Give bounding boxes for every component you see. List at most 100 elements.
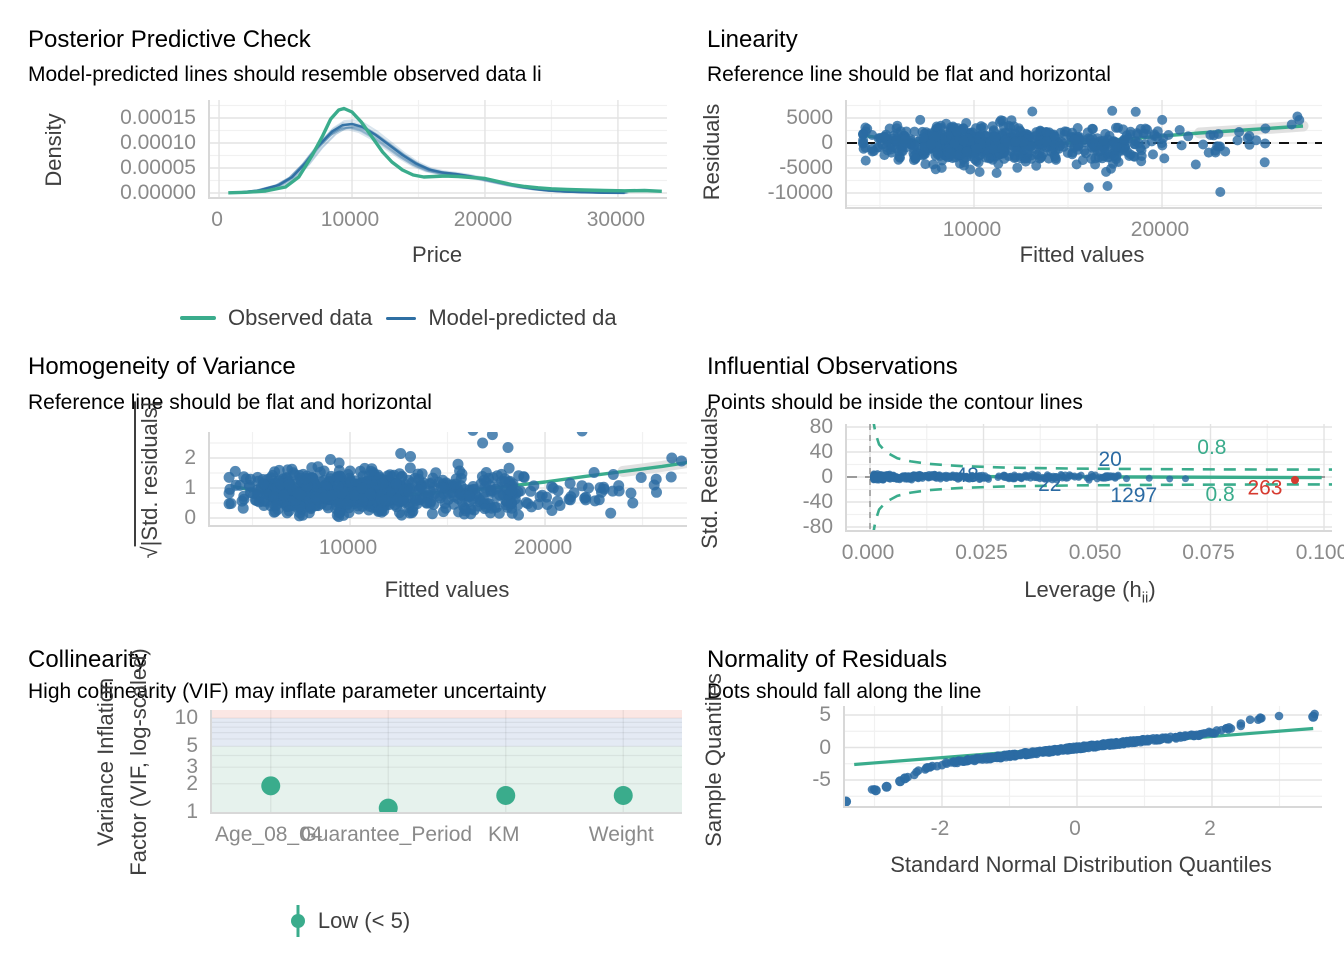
- x-axis-label: Price: [411, 242, 463, 267]
- legend-item-observed: Observed data: [180, 305, 372, 331]
- point-annotation: 0.8: [1197, 436, 1226, 459]
- data-point: [1077, 471, 1085, 479]
- panel-title: Homogeneity of Variance: [28, 353, 296, 380]
- tick-label: 0.000: [841, 541, 895, 564]
- point-annotation: 1297: [1110, 484, 1157, 507]
- panel-title: Posterior Predictive Check: [28, 26, 311, 53]
- data-point: [1083, 182, 1094, 193]
- point-annotation: 263: [1247, 477, 1282, 500]
- data-point: [974, 167, 985, 177]
- data-point: [1145, 474, 1153, 482]
- data-point: [845, 796, 852, 806]
- cook-contour-upper: [872, 424, 1332, 471]
- tick-label: 0.00005: [120, 156, 196, 179]
- vif-plot: [210, 710, 682, 814]
- tick-label: 0.100: [1295, 541, 1344, 564]
- panel-subtitle: Model-predicted lines should resemble ob…: [28, 63, 542, 86]
- data-point: [1286, 119, 1297, 130]
- data-point: [1291, 476, 1299, 484]
- data-point: [395, 448, 407, 459]
- tick-label: 0.075: [1182, 541, 1235, 564]
- model-predicted-curve: [236, 123, 623, 194]
- x-axis-label: Fitted values: [384, 577, 510, 602]
- tick-label: KM: [488, 823, 520, 846]
- data-point: [1130, 106, 1141, 117]
- scatter-points: [858, 114, 1271, 177]
- tick-label: 0: [211, 208, 223, 231]
- legend-label: Model-predicted da: [428, 305, 617, 330]
- point-annotation: 48: [955, 464, 978, 487]
- panel-title: Collinearity: [28, 646, 147, 673]
- tick-label: 0: [1069, 817, 1081, 840]
- x-axis-label: Leverage (hii): [1024, 577, 1155, 606]
- tick-label: 5: [819, 703, 831, 726]
- panel-subtitle: Dots should fall along the line: [707, 680, 982, 703]
- model-predicted-curve: [237, 126, 623, 194]
- x-axis-label-text: ): [1148, 577, 1156, 602]
- legend-item-low-vif: Low (< 5): [290, 902, 410, 940]
- gridlines: [210, 100, 667, 197]
- tick-label: 0.00000: [120, 181, 196, 204]
- tick-label: 0.025: [955, 541, 1008, 564]
- data-point: [1050, 474, 1058, 482]
- observed-line-swatch: [180, 316, 216, 320]
- vif-point: [378, 798, 398, 812]
- tick-label: Age_08_04: [215, 823, 323, 846]
- data-point: [899, 773, 910, 784]
- point-annotation: 20: [1098, 448, 1121, 471]
- tick-label: 1: [186, 800, 198, 823]
- data-point: [1215, 187, 1226, 197]
- tick-label: 20000: [1130, 218, 1190, 241]
- tick-label: 20000: [453, 208, 513, 231]
- data-point: [607, 469, 619, 480]
- qq-points: [867, 709, 1319, 794]
- tick-label: 0.00015: [120, 106, 196, 129]
- tick-label: -2: [930, 817, 950, 840]
- model-predicted-curve: [239, 125, 625, 194]
- vif-point: [496, 785, 516, 805]
- x-axis-label-subscript: ii: [1141, 589, 1149, 607]
- residuals-fitted-plot: [845, 100, 1322, 209]
- vif-point: [613, 785, 633, 805]
- model-predicted-curve-median: [238, 122, 625, 195]
- legend-label: Low (< 5): [317, 908, 411, 933]
- data-point: [666, 452, 678, 464]
- gridlines: [845, 706, 1322, 806]
- tick-label: 3: [186, 755, 198, 779]
- data-point: [1182, 475, 1189, 483]
- legend: Observed data Model-predicted da: [180, 302, 697, 334]
- data-point: [965, 164, 976, 175]
- data-point: [1123, 475, 1130, 483]
- tick-label: 2: [186, 771, 198, 795]
- predicted-line-swatch: [386, 316, 417, 320]
- legend-item-predicted: Model-predicted da: [386, 305, 617, 331]
- tick-label: -10000: [767, 181, 833, 204]
- qq-plot: [843, 706, 1322, 808]
- tick-label: -80: [802, 515, 833, 538]
- tick-label: 10000: [320, 208, 380, 231]
- legend: Low (< 5): [0, 902, 700, 940]
- panel-subtitle: Reference line should be flat and horizo…: [28, 391, 432, 414]
- tick-label: 40: [809, 440, 833, 463]
- tick-label: 2: [184, 446, 196, 469]
- model-predicted-curve: [236, 125, 622, 194]
- panel-title: Influential Observations: [707, 353, 958, 380]
- model-predicted-curve: [238, 123, 624, 194]
- model-predicted-curve: [240, 123, 627, 194]
- tick-label: 10000: [318, 536, 378, 559]
- tick-label: 2: [1204, 817, 1216, 840]
- data-point: [467, 432, 479, 436]
- vif-band: [212, 718, 682, 747]
- tick-label: 0: [184, 506, 196, 529]
- y-axis-label: Sample Quantiles: [701, 673, 726, 847]
- scatter-points: [870, 470, 1122, 484]
- data-point: [1294, 115, 1305, 125]
- tick-label: 1: [184, 476, 196, 499]
- data-point: [502, 442, 514, 453]
- data-point: [648, 479, 660, 491]
- vif-point: [261, 776, 281, 796]
- tick-label: 10: [174, 706, 198, 730]
- tick-label: -5: [812, 768, 831, 791]
- leverage-plot: 48 22 20 1297 0.8 0.8 263: [845, 424, 1332, 532]
